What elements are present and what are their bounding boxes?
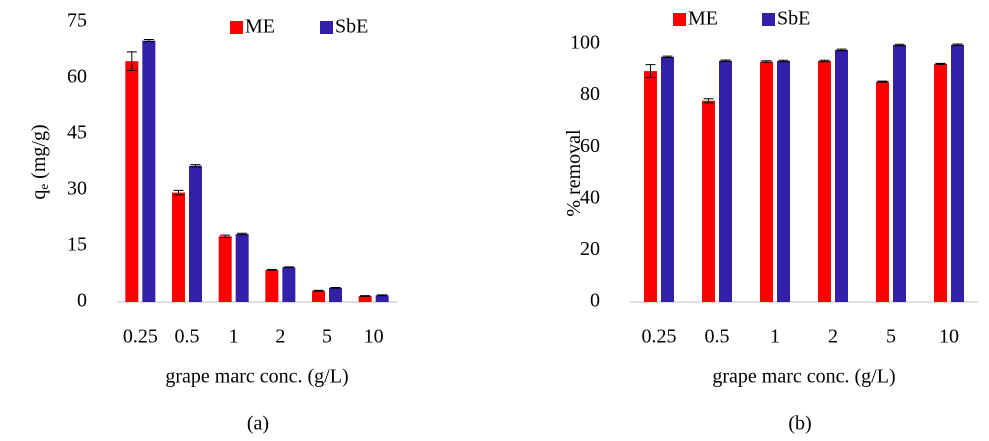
panel-label: (b) (788, 413, 811, 435)
y-label-after: (mg/g) (28, 124, 50, 183)
error-bar (703, 98, 714, 104)
x-tick-label: 2 (275, 326, 285, 348)
y-tick-label: 15 (67, 234, 87, 256)
error-bar (283, 266, 294, 269)
error-bar (220, 234, 231, 238)
legend-swatch (673, 13, 686, 26)
x-tick-label: 0.25 (642, 326, 677, 348)
bar (777, 61, 790, 302)
error-bar (761, 60, 772, 63)
error-bar (313, 289, 324, 292)
x-axis-label: grape marc conc. (g/L) (712, 366, 895, 388)
x-tick-label: 10 (364, 326, 384, 348)
x-tick-label: 0.5 (705, 326, 730, 348)
bar (835, 49, 848, 303)
panel-label: (a) (247, 413, 269, 435)
x-tick-label: 5 (322, 326, 332, 348)
bar (375, 295, 389, 302)
legend-label: ME (245, 16, 275, 38)
x-axis-label: grape marc conc. (g/L) (165, 366, 348, 388)
bar (218, 236, 232, 302)
error-bar (952, 43, 963, 47)
x-tick-label: 5 (886, 326, 896, 348)
error-bar (877, 80, 888, 83)
error-bar (662, 55, 673, 59)
bar (893, 45, 906, 302)
error-bar (330, 286, 341, 289)
bar (702, 100, 715, 302)
y-tick-label: 60 (67, 66, 87, 88)
error-bar (778, 59, 789, 63)
y-tick-label: 0 (590, 290, 600, 312)
y-tick-label: 45 (67, 122, 87, 144)
bar (329, 287, 342, 302)
y-tick-label: 30 (67, 178, 87, 200)
legend-swatch (230, 21, 243, 34)
bar (125, 61, 139, 303)
bar (934, 63, 947, 303)
error-bar (190, 164, 201, 168)
bar (951, 44, 964, 303)
error-bar (935, 62, 946, 65)
error-bar (836, 48, 847, 52)
y-tick-label: 40 (580, 186, 600, 208)
x-tick-label: 2 (828, 326, 838, 348)
bar (172, 192, 185, 302)
error-bar (173, 189, 184, 196)
error-bar (819, 59, 830, 63)
x-tick-label: 10 (939, 326, 959, 348)
x-tick-label: 1 (770, 326, 780, 348)
y-tick-label: 100 (570, 32, 600, 54)
legend-swatch (762, 13, 775, 26)
y-label-subscript: e (36, 184, 51, 190)
error-bar (894, 43, 905, 47)
bar (719, 60, 732, 302)
y-tick-label: 60 (580, 135, 600, 157)
error-bar (360, 295, 371, 297)
bar (265, 269, 279, 302)
bar (760, 61, 773, 302)
error-bar (143, 39, 154, 43)
y-axis-label: qe (mg/g) (28, 124, 51, 199)
legend-label: SbE (335, 16, 368, 38)
y-tick-label: 75 (67, 10, 87, 32)
error-bar (126, 51, 137, 72)
y-label-text: % removal (563, 129, 585, 217)
bar (644, 71, 657, 302)
legend-label: SbE (777, 8, 810, 30)
y-tick-label: 0 (77, 290, 87, 312)
y-tick-label: 20 (580, 238, 600, 260)
bar (661, 56, 674, 303)
y-axis-label: % removal (563, 129, 585, 217)
bar (876, 81, 889, 302)
legend-swatch (320, 21, 333, 34)
x-tick-label: 0.5 (175, 326, 200, 348)
error-bar (645, 64, 656, 79)
bar (312, 290, 325, 302)
x-tick-label: 0.25 (123, 326, 158, 348)
y-label-text: q (28, 190, 50, 200)
legend-label: ME (688, 8, 718, 30)
bar (142, 40, 156, 303)
y-tick-label: 80 (580, 83, 600, 105)
error-bar (720, 59, 731, 63)
bar (282, 267, 296, 302)
x-tick-label: 1 (229, 326, 239, 348)
bar (358, 296, 372, 302)
bar (818, 61, 831, 302)
bar (235, 234, 249, 302)
error-bar (377, 294, 388, 297)
error-bar (237, 232, 248, 236)
bar (189, 165, 202, 302)
error-bar (266, 269, 277, 271)
